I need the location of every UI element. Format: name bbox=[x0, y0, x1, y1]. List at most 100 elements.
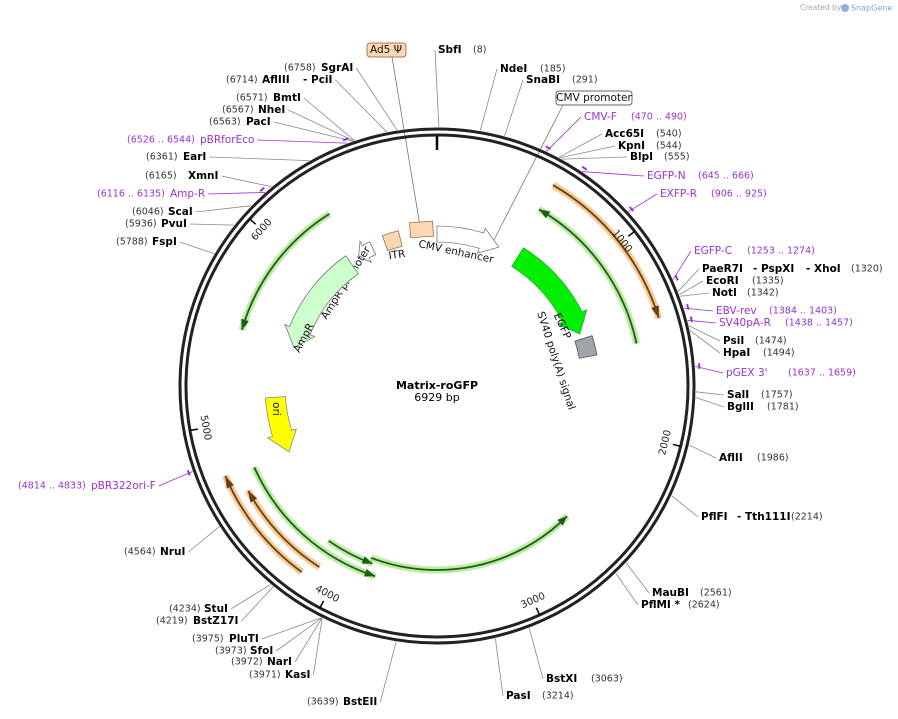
site-position: (6563) bbox=[209, 117, 241, 128]
leader-line bbox=[582, 171, 645, 177]
leader-line bbox=[241, 586, 274, 622]
site-position: (1781) bbox=[767, 402, 799, 413]
feature-line bbox=[552, 184, 660, 319]
tick-mark bbox=[672, 443, 681, 448]
site-label: SgrAI bbox=[321, 62, 353, 74]
primer-mark bbox=[545, 145, 552, 150]
leader-line bbox=[679, 292, 710, 297]
leader-line bbox=[355, 67, 398, 131]
site-label: BlpI bbox=[630, 151, 653, 163]
site-label: - PciI bbox=[303, 74, 332, 86]
feature-arrow bbox=[381, 230, 403, 252]
site-label: PasI bbox=[506, 690, 531, 702]
site-label: NotI bbox=[712, 287, 737, 299]
leader-line bbox=[689, 330, 721, 354]
feature-line bbox=[224, 475, 303, 573]
feature-arrow bbox=[436, 225, 500, 254]
site-label: BstXI bbox=[546, 673, 577, 685]
tick-mark bbox=[249, 218, 257, 225]
site-label: - XhoI bbox=[806, 263, 841, 275]
backbone-outer bbox=[178, 127, 696, 645]
site-position: (6567) bbox=[222, 105, 254, 116]
site-position: (3971) bbox=[249, 670, 281, 681]
tick-label: 5000 bbox=[198, 414, 213, 441]
leader-line bbox=[276, 617, 322, 652]
site-label: PluTI bbox=[229, 633, 259, 645]
site-label: BmtI bbox=[273, 92, 301, 104]
feature-head bbox=[248, 490, 258, 503]
site-position: (4234) bbox=[169, 604, 201, 615]
leader-line bbox=[695, 391, 725, 396]
primer-range: (6526 .. 6544) bbox=[127, 135, 195, 146]
site-label: NdeI bbox=[500, 63, 527, 75]
site-label: StuI bbox=[204, 603, 228, 615]
site-label: SnaBI bbox=[526, 74, 560, 86]
site-position: (6046) bbox=[132, 207, 164, 218]
site-label: AflIII bbox=[262, 74, 290, 86]
callout-leader bbox=[493, 104, 564, 241]
callout-leader bbox=[391, 56, 421, 227]
primer-label: EBV-rev bbox=[716, 305, 757, 317]
callout-label: Ad5 Ψ bbox=[370, 44, 402, 56]
site-label: ScaI bbox=[168, 206, 193, 218]
tick-mark bbox=[535, 607, 541, 616]
leader-line bbox=[379, 641, 397, 703]
leader-line bbox=[687, 319, 717, 324]
site-label: SbfI bbox=[438, 44, 462, 56]
site-position: (4564) bbox=[124, 547, 156, 558]
site-position: (1320) bbox=[851, 264, 883, 275]
site-label: NruI bbox=[160, 546, 185, 558]
site-position: (2561) bbox=[700, 588, 732, 599]
site-position: (3214) bbox=[542, 691, 574, 702]
leader-line bbox=[546, 116, 582, 152]
primer-range: (645 .. 666) bbox=[698, 171, 754, 182]
leader-line bbox=[208, 192, 265, 195]
site-position: (1986) bbox=[757, 453, 789, 464]
site-position: (1342) bbox=[747, 288, 779, 299]
leader-line bbox=[628, 193, 658, 212]
site-position: (544) bbox=[656, 141, 682, 152]
primer-range: (6116 .. 6135) bbox=[97, 189, 165, 200]
site-label: HpaI bbox=[723, 347, 750, 359]
site-position: (540) bbox=[656, 129, 682, 140]
callout-box bbox=[366, 42, 407, 58]
leader-line bbox=[209, 156, 310, 162]
site-position: (6571) bbox=[236, 93, 268, 104]
site-position: (3972) bbox=[231, 657, 263, 668]
leader-line bbox=[335, 79, 388, 133]
feature-box bbox=[409, 220, 434, 239]
site-position: (2624) bbox=[688, 600, 720, 611]
leader-line bbox=[479, 68, 498, 131]
primer-label: Amp-R bbox=[170, 188, 205, 200]
leader-line bbox=[179, 241, 215, 255]
site-label: KasI bbox=[285, 669, 310, 681]
site-position: (6361) bbox=[146, 152, 178, 163]
watermark-prefix: Created by bbox=[800, 3, 842, 12]
site-position: (185) bbox=[540, 64, 566, 75]
leader-line bbox=[273, 121, 353, 142]
site-label: MauBI bbox=[652, 587, 689, 599]
primer-label: SV40pA-R bbox=[719, 317, 771, 329]
leader-line bbox=[625, 562, 650, 594]
primer-range: (1253 .. 1274) bbox=[747, 246, 815, 257]
primer-label: EGFP-N bbox=[647, 170, 686, 182]
watermark-icon bbox=[841, 4, 849, 12]
site-position: (2214) bbox=[791, 512, 823, 523]
site-label: PsiI bbox=[723, 335, 744, 347]
feature-head bbox=[225, 475, 234, 489]
leader-line bbox=[558, 133, 603, 158]
tick-label: 2000 bbox=[657, 429, 674, 456]
primer-range: (906 .. 925) bbox=[711, 189, 767, 200]
feature-head bbox=[363, 568, 376, 577]
leader-line bbox=[689, 444, 717, 459]
leader-line bbox=[559, 145, 616, 159]
leader-line bbox=[504, 79, 524, 137]
site-position: (1757) bbox=[761, 390, 793, 401]
site-label: SalI bbox=[727, 389, 749, 401]
primer-mark bbox=[686, 304, 690, 310]
feature-head bbox=[557, 516, 568, 526]
leader-line bbox=[312, 618, 323, 676]
leader-line bbox=[303, 97, 355, 141]
primer-mark bbox=[689, 316, 694, 323]
